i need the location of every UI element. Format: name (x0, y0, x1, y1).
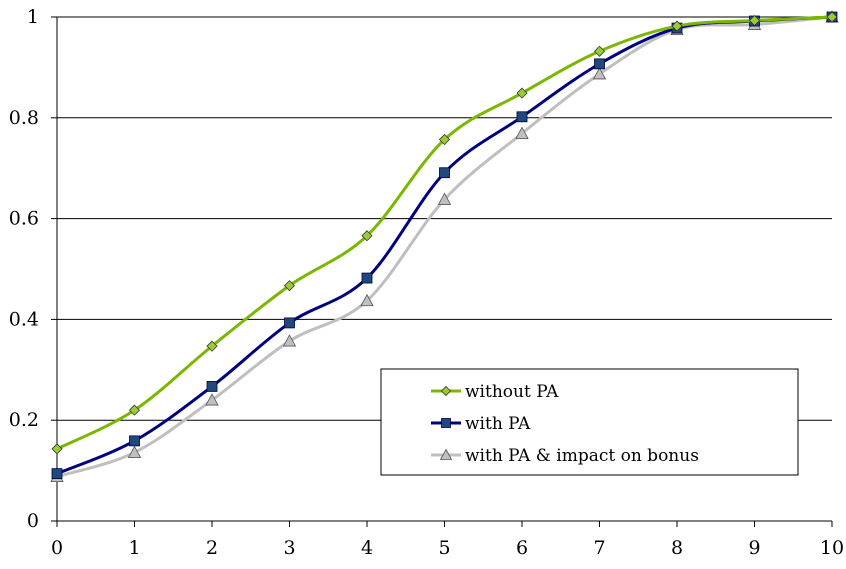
y-tick-label-1: 0.2 (9, 409, 39, 431)
y-tick-label-0: 0 (27, 510, 39, 532)
series-1-point-0 (51, 468, 63, 480)
x-tick-label-4: 4 (361, 537, 373, 559)
legend-label-0: without PA (465, 382, 559, 402)
series-1-point-4 (361, 272, 373, 284)
x-tick-label-9: 9 (748, 537, 760, 559)
legend: without PA with PA with PA & impact on bon… (380, 368, 799, 476)
y-tick-label-3: 0.6 (9, 208, 39, 230)
series-1-point-7 (594, 58, 605, 70)
x-tick-label-7: 7 (593, 537, 605, 559)
legend-marker-0 (440, 385, 452, 397)
series-0-point-3 (283, 280, 296, 292)
y-tick-label-4: 0.8 (9, 107, 39, 129)
series-2-point-4 (360, 293, 374, 307)
series-2-point-2 (205, 393, 219, 406)
legend-marker-2 (439, 448, 453, 460)
series-1-point-2 (206, 381, 218, 392)
series-1-point-6 (516, 111, 528, 123)
x-tick-label-0: 0 (51, 537, 63, 559)
legend-marker-1 (441, 418, 451, 428)
axes: 00.20.40.60.810 1 2 3 4 5 6 7 8 9 10 (9, 6, 844, 559)
legend-label-1: with PA (465, 414, 531, 434)
series-2-point-6 (515, 126, 529, 139)
series-0-point-5 (438, 133, 451, 146)
x-tick-label-2: 2 (206, 537, 218, 559)
x-tick-label-3: 3 (283, 537, 295, 559)
series-1-point-3 (284, 317, 295, 329)
series-group (50, 10, 839, 483)
series-1-point-5 (439, 167, 450, 179)
x-tick-label-6: 6 (516, 537, 528, 559)
x-tick-label-1: 1 (128, 537, 140, 559)
series-2-point-5 (437, 192, 452, 205)
series-0-point-10 (826, 11, 838, 23)
series-line-1 (56, 15, 833, 476)
y-tick-label-2: 0.4 (9, 308, 39, 330)
series-0-point-0 (51, 443, 63, 455)
series-0-point-8 (671, 20, 683, 32)
series-2-point-1 (127, 445, 142, 458)
x-tick-label-8: 8 (671, 537, 683, 559)
series-0-point-7 (593, 45, 606, 57)
y-tick-label-5: 1 (27, 6, 39, 28)
series-0 (51, 11, 838, 455)
series-1-point-1 (129, 435, 140, 447)
series-0-point-1 (128, 404, 141, 416)
series-0-point-9 (748, 14, 761, 27)
legend-label-2: with PA & impact on bonus (465, 446, 699, 466)
series-0-point-6 (516, 87, 528, 99)
series-0-point-4 (361, 230, 373, 242)
x-tick-label-10: 10 (820, 537, 844, 559)
series-0-point-2 (206, 340, 218, 352)
series-line-0 (56, 15, 833, 451)
gridlines (57, 16, 832, 421)
series-2-point-3 (282, 334, 297, 347)
x-tick-label-5: 5 (438, 537, 450, 559)
series-2-point-7 (592, 67, 607, 80)
